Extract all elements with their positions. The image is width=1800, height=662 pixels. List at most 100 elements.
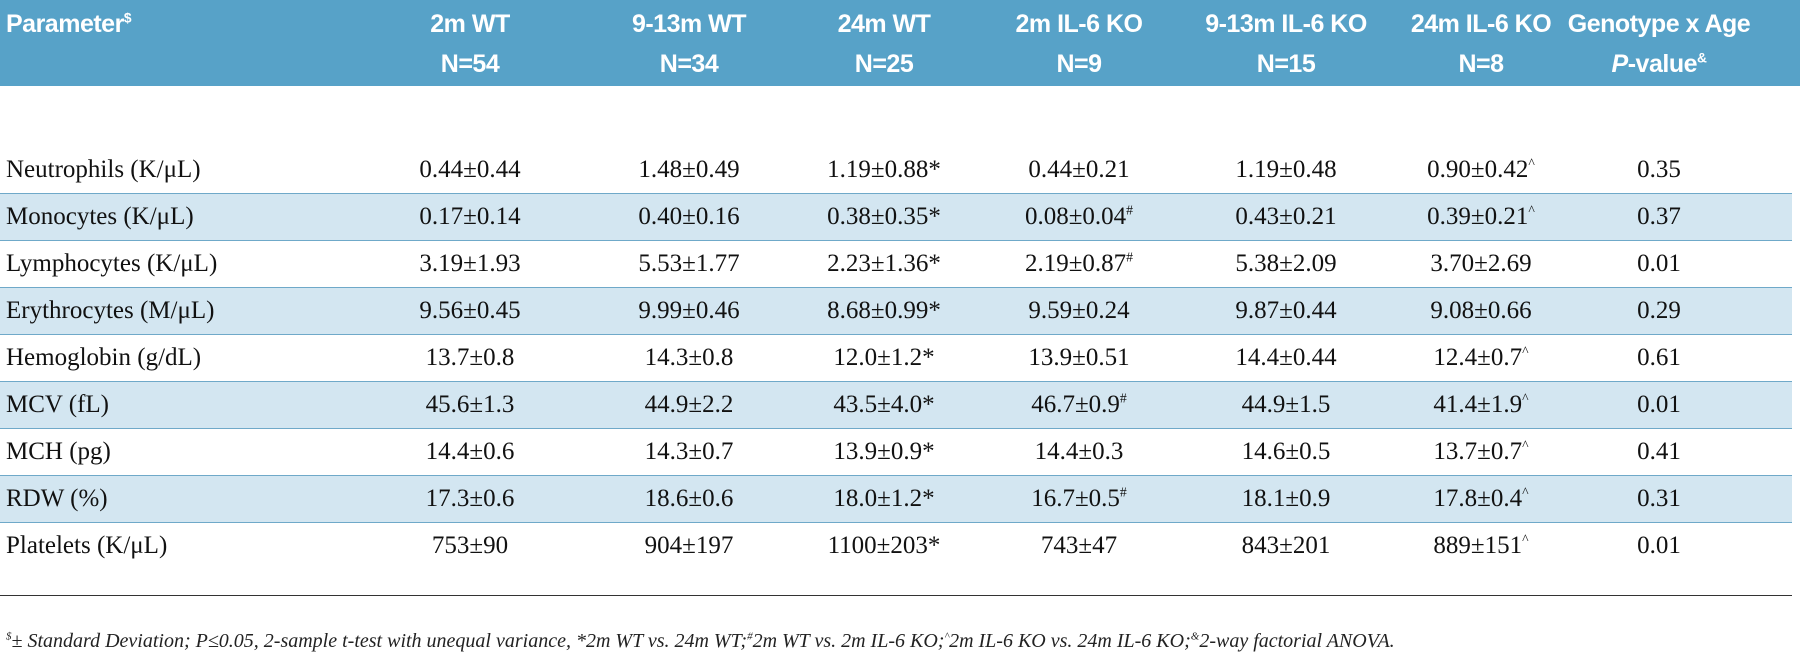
table-cell: 43.5±4.0* bbox=[833, 391, 935, 418]
header-line: N=8 bbox=[1361, 44, 1601, 84]
header-line: 2m IL-6 KO bbox=[959, 4, 1199, 44]
table-cell: 9.08±0.66 bbox=[1430, 297, 1532, 324]
table-cell: 14.3±0.7 bbox=[644, 438, 734, 465]
table-cell: 18.1±0.9 bbox=[1241, 485, 1331, 512]
table-cell: Neutrophils (K/μL) bbox=[6, 156, 201, 183]
superscript: $ bbox=[123, 10, 132, 26]
header-line: P-value& bbox=[1539, 44, 1779, 84]
table-cell: 2.19±0.87# bbox=[1024, 249, 1134, 277]
header-line: N=34 bbox=[569, 44, 809, 84]
table-cell: 1.48±0.49 bbox=[638, 156, 740, 183]
header-line: N=15 bbox=[1166, 44, 1406, 84]
table-cell: 18.6±0.6 bbox=[644, 485, 734, 512]
table-cell: 1.19±0.48 bbox=[1235, 156, 1337, 183]
table-cell: 1100±203* bbox=[827, 532, 941, 559]
table-cell: 14.4±0.6 bbox=[425, 438, 515, 465]
text: 9-13m WT bbox=[631, 10, 747, 38]
header-line: Parameter$ bbox=[6, 4, 131, 44]
table-cell: 12.0±1.2* bbox=[833, 344, 935, 371]
table-cell: 1.19±0.88* bbox=[827, 156, 941, 183]
table-cell: 12.4±0.7^ bbox=[1433, 343, 1529, 371]
table-cell: 44.9±1.5 bbox=[1241, 391, 1331, 418]
header-band bbox=[0, 0, 1800, 86]
header-cell: Genotype x Age P-value& bbox=[1539, 4, 1779, 84]
table-cell: 17.3±0.6 bbox=[425, 485, 515, 512]
header-cell: 9-13m IL-6 KO N=15 bbox=[1166, 4, 1406, 84]
header-line: 9-13m IL-6 KO bbox=[1166, 4, 1406, 44]
table-cell: 0.01 bbox=[1637, 391, 1681, 418]
header-line: N=25 bbox=[764, 44, 1004, 84]
table-cell: 5.38±2.09 bbox=[1235, 250, 1337, 277]
table-cell: 0.61 bbox=[1637, 344, 1681, 371]
table-cell: 3.19±1.93 bbox=[419, 250, 521, 277]
row-stripe bbox=[0, 193, 1792, 241]
superscript: ^ bbox=[944, 630, 950, 643]
table-cell: 45.6±1.3 bbox=[425, 391, 515, 418]
superscript: & bbox=[1697, 50, 1707, 66]
header-cell: 2m IL-6 KO N=9 bbox=[959, 4, 1199, 84]
table-cell: 0.39±0.21^ bbox=[1427, 202, 1535, 230]
header-line: Genotype x Age bbox=[1539, 4, 1779, 44]
superscript: # bbox=[747, 630, 753, 643]
header-cell: Parameter$ bbox=[6, 4, 131, 44]
table-cell: 0.17±0.14 bbox=[419, 203, 521, 230]
table-cell: Monocytes (K/μL) bbox=[6, 203, 194, 230]
table-cell: 9.87±0.44 bbox=[1235, 297, 1337, 324]
text: 24m IL-6 KO bbox=[1410, 10, 1552, 38]
header-cell: 9-13m WT N=34 bbox=[569, 4, 809, 84]
table-cell: 46.7±0.9# bbox=[1031, 390, 1127, 418]
text: 2m IL-6 KO vs. 24m IL-6 KO; bbox=[949, 630, 1191, 652]
superscript: & bbox=[1190, 630, 1200, 643]
table-cell: 0.41 bbox=[1637, 438, 1681, 465]
table-cell: 0.08±0.04# bbox=[1024, 202, 1134, 230]
text: ± Standard Deviation; P≤0.05, 2-sample t… bbox=[11, 630, 748, 652]
table-cell: 889±151^ bbox=[1433, 531, 1529, 559]
header-line: 9-13m WT bbox=[569, 4, 809, 44]
table-cell: 16.7±0.5# bbox=[1031, 484, 1127, 512]
table-cell: 0.01 bbox=[1637, 532, 1681, 559]
table-cell: 743±47 bbox=[1040, 532, 1118, 559]
table-cell: 5.53±1.77 bbox=[638, 250, 740, 277]
text: 2m WT bbox=[430, 10, 510, 38]
table-cell: 0.37 bbox=[1637, 203, 1681, 230]
footnote: $± Standard Deviation; P≤0.05, 2-sample … bbox=[6, 630, 1395, 653]
table-cell: 9.99±0.46 bbox=[638, 297, 740, 324]
text: P bbox=[1611, 50, 1629, 78]
table-cell: 0.29 bbox=[1637, 297, 1681, 324]
table-cell: 14.4±0.44 bbox=[1235, 344, 1337, 371]
header-line: 24m WT bbox=[764, 4, 1004, 44]
table-cell: 0.01 bbox=[1637, 250, 1681, 277]
header-line: N=54 bbox=[350, 44, 590, 84]
table-cell: 0.38±0.35* bbox=[827, 203, 941, 230]
table-cell: 13.9±0.9* bbox=[833, 438, 935, 465]
table-cell: 0.40±0.16 bbox=[638, 203, 740, 230]
table-cell: 14.6±0.5 bbox=[1241, 438, 1331, 465]
table-cell: 0.31 bbox=[1637, 485, 1681, 512]
table-cell: 843±201 bbox=[1241, 532, 1331, 559]
text: Parameter bbox=[6, 10, 124, 38]
text: 2m IL-6 KO bbox=[1015, 10, 1143, 38]
table-cell: 0.43±0.21 bbox=[1235, 203, 1337, 230]
table-cell: Hemoglobin (g/dL) bbox=[6, 344, 202, 371]
header-line: 24m IL-6 KO bbox=[1361, 4, 1601, 44]
superscript: $ bbox=[6, 630, 12, 643]
table-cell: 9.56±0.45 bbox=[419, 297, 521, 324]
table-cell: 8.68±0.99* bbox=[827, 297, 941, 324]
row-stripe bbox=[0, 287, 1792, 335]
row-stripe bbox=[0, 381, 1792, 429]
row-stripe bbox=[0, 475, 1792, 523]
text: Genotype x Age bbox=[1567, 10, 1751, 38]
header-cell: 2m WT N=54 bbox=[350, 4, 590, 84]
table-cell: 18.0±1.2* bbox=[833, 485, 935, 512]
text: 9-13m IL-6 KO bbox=[1205, 10, 1367, 38]
bottom-rule bbox=[0, 595, 1792, 596]
table-cell: 9.59±0.24 bbox=[1028, 297, 1130, 324]
header-line: 2m WT bbox=[350, 4, 590, 44]
table-cell: 3.70±2.69 bbox=[1430, 250, 1532, 277]
table-cell: 14.4±0.3 bbox=[1034, 438, 1124, 465]
table-cell: 44.9±2.2 bbox=[644, 391, 734, 418]
table-cell: 904±197 bbox=[644, 532, 734, 559]
table-cell: 13.9±0.51 bbox=[1028, 344, 1130, 371]
table-cell: 14.3±0.8 bbox=[644, 344, 734, 371]
text: 2-way factorial ANOVA. bbox=[1199, 630, 1395, 652]
